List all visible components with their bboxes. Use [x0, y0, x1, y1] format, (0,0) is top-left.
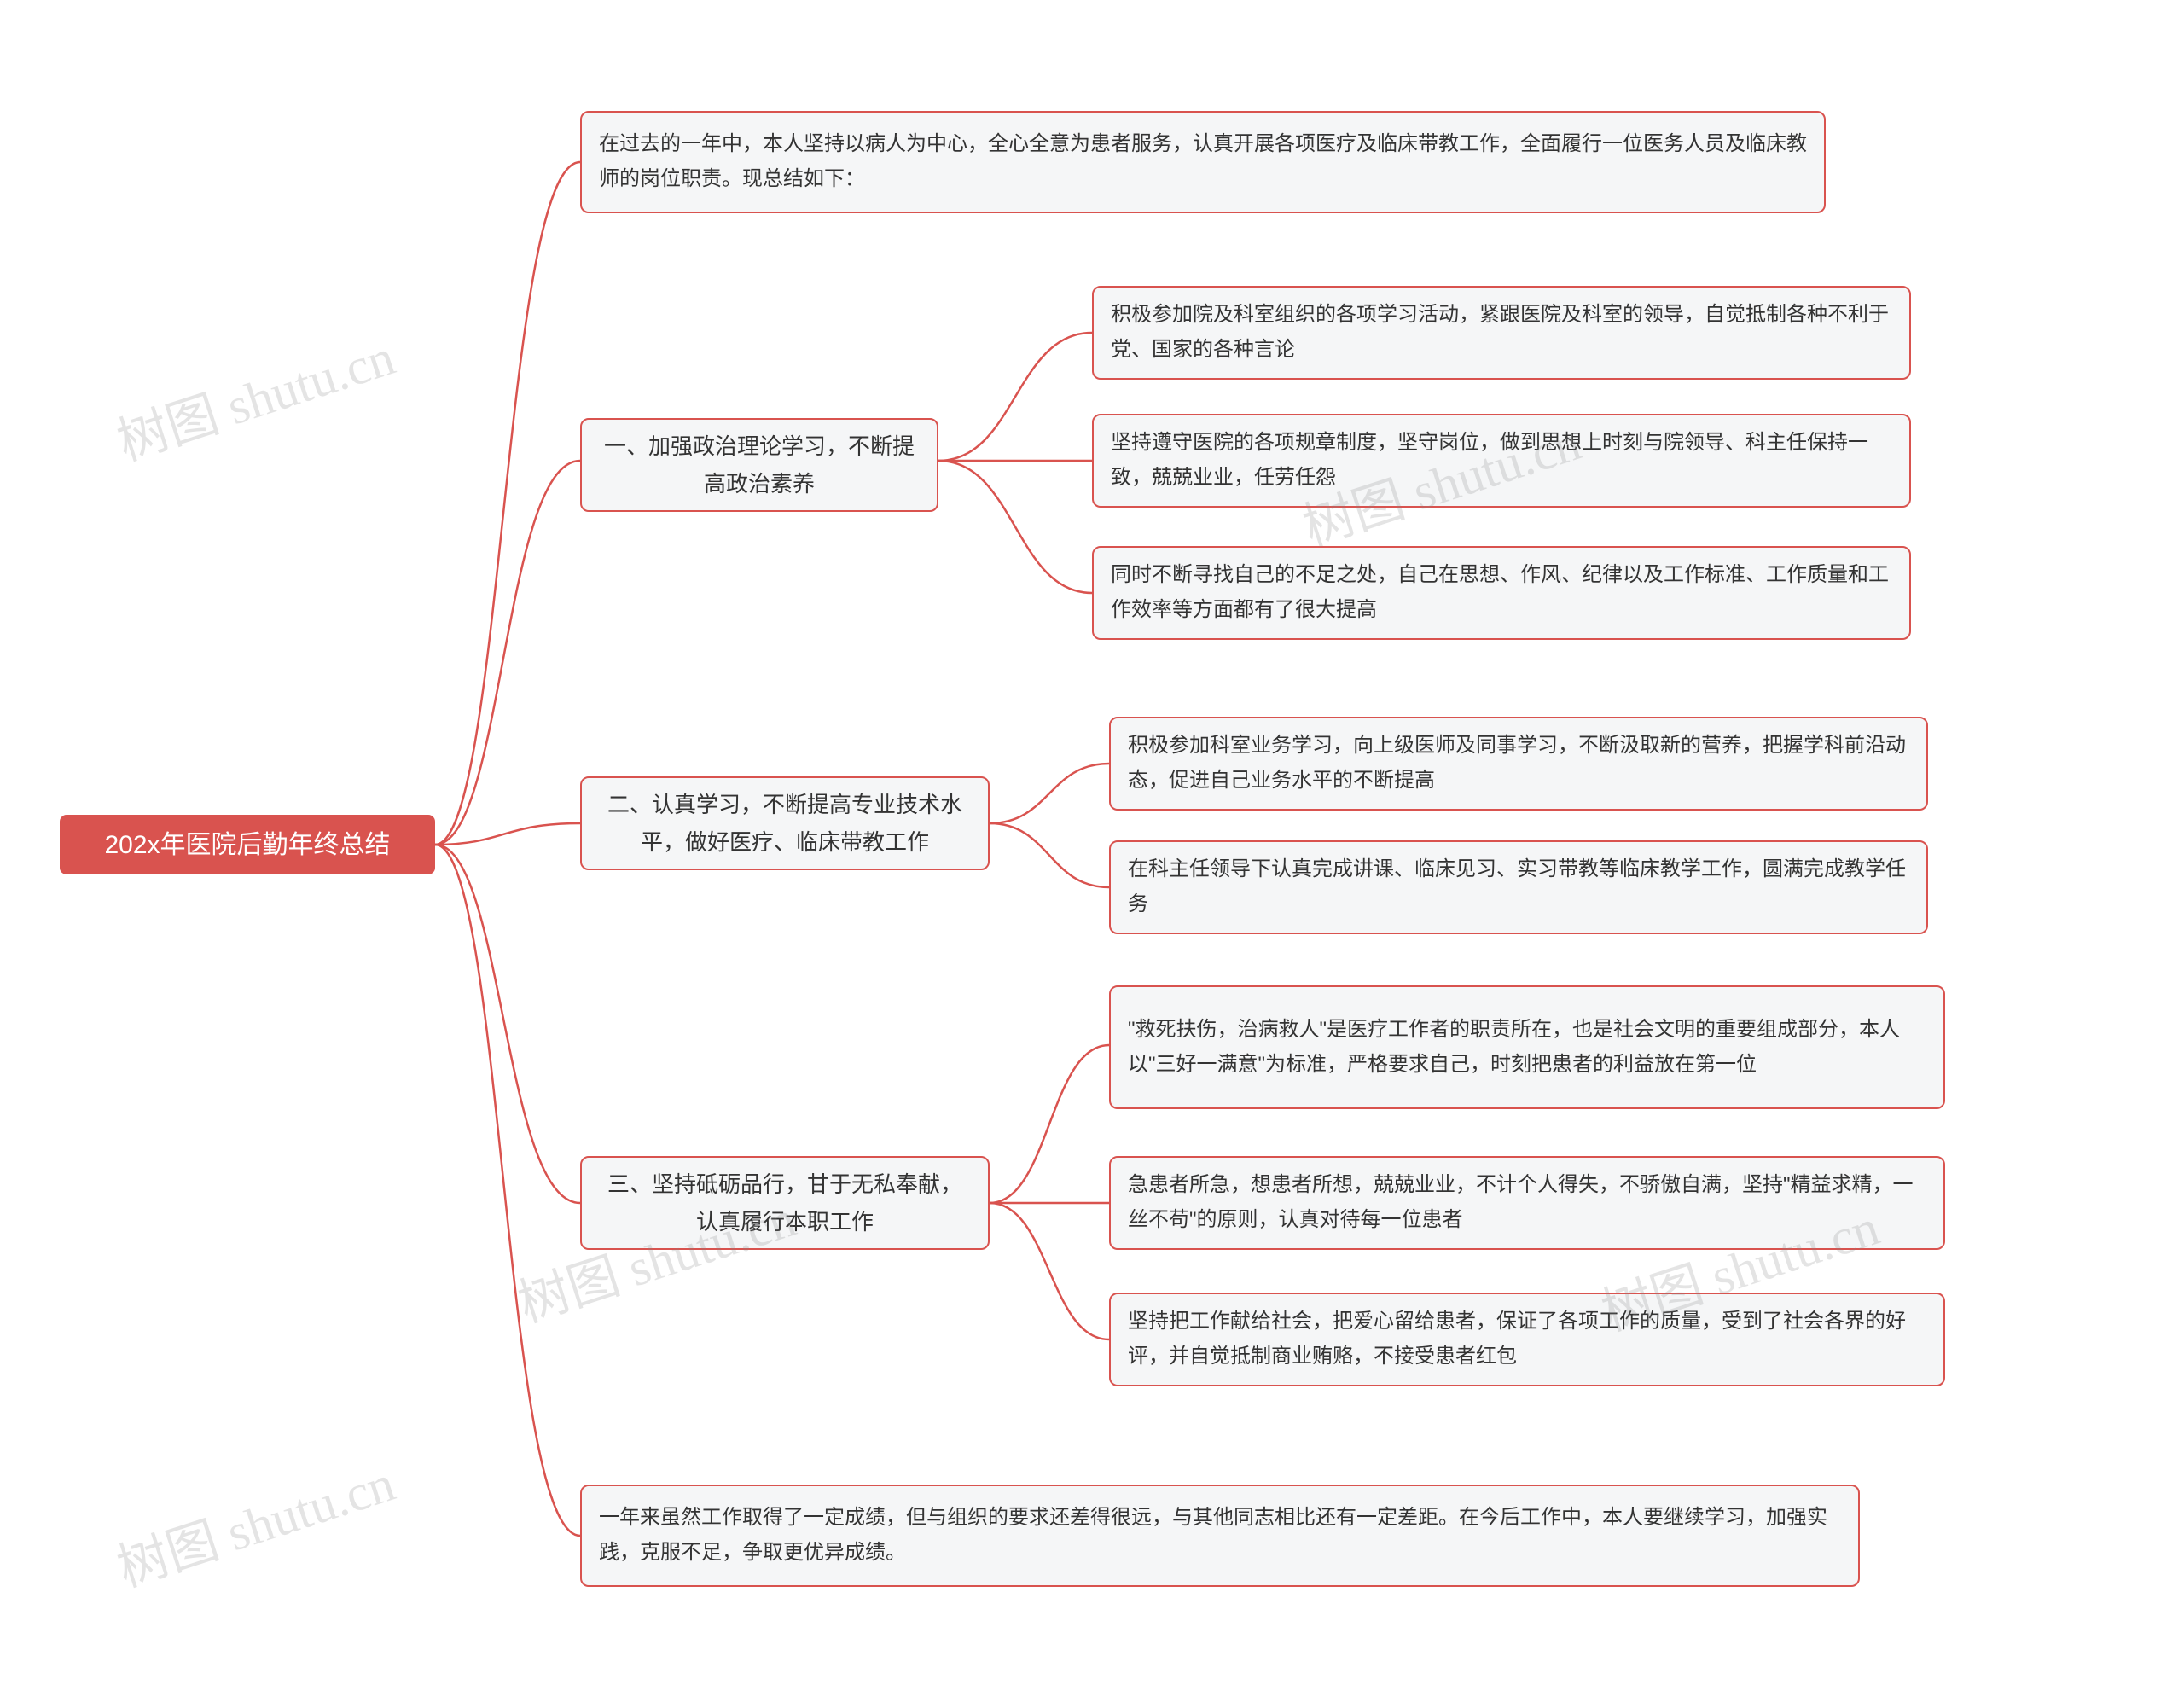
section-2-item-2: 在科主任领导下认真完成讲课、临床见习、实习带教等临床教学工作，圆满完成教学任务	[1109, 840, 1928, 934]
section-2-item-2-text: 在科主任领导下认真完成讲课、临床见习、实习带教等临床教学工作，圆满完成教学任务	[1128, 852, 1909, 922]
watermark-5: 树图 shutu.cn	[107, 1442, 403, 1601]
section-3-item-1-text: "救死扶伤，治病救人"是医疗工作者的职责所在，也是社会文明的重要组成部分，本人以…	[1128, 1013, 1926, 1083]
section-1-item-2-text: 坚持遵守医院的各项规章制度，坚守岗位，做到思想上时刻与院领导、科主任保持一致，兢…	[1111, 426, 1892, 496]
section-2-item-1-text: 积极参加科室业务学习，向上级医师及同事学习，不断汲取新的营养，把握学科前沿动态，…	[1128, 729, 1909, 799]
section-1-item-1-text: 积极参加院及科室组织的各项学习活动，紧跟医院及科室的领导，自觉抵制各种不利于党、…	[1111, 298, 1892, 368]
section-3-item-3: 坚持把工作献给社会，把爱心留给患者，保证了各项工作的质量，受到了社会各界的好评，…	[1109, 1293, 1945, 1386]
section-3-node: 三、坚持砥砺品行，甘于无私奉献，认真履行本职工作	[580, 1156, 990, 1250]
section-1-item-3-text: 同时不断寻找自己的不足之处，自己在思想、作风、纪律以及工作标准、工作质量和工作效…	[1111, 558, 1892, 628]
section-3-item-2: 急患者所急，想患者所想，兢兢业业，不计个人得失，不骄傲自满，坚持"精益求精，一丝…	[1109, 1156, 1945, 1250]
outro-text: 一年来虽然工作取得了一定成绩，但与组织的要求还差得很远，与其他同志相比还有一定差…	[599, 1501, 1841, 1571]
section-2-item-1: 积极参加科室业务学习，向上级医师及同事学习，不断汲取新的营养，把握学科前沿动态，…	[1109, 717, 1928, 811]
section-3-item-3-text: 坚持把工作献给社会，把爱心留给患者，保证了各项工作的质量，受到了社会各界的好评，…	[1128, 1304, 1926, 1374]
section-2-title: 二、认真学习，不断提高专业技术水平，做好医疗、临床带教工作	[599, 786, 971, 861]
intro-node: 在过去的一年中，本人坚持以病人为中心，全心全意为患者服务，认真开展各项医疗及临床…	[580, 111, 1826, 213]
root-node: 202x年医院后勤年终总结	[60, 815, 435, 874]
section-1-item-3: 同时不断寻找自己的不足之处，自己在思想、作风、纪律以及工作标准、工作质量和工作效…	[1092, 546, 1911, 640]
section-3-item-2-text: 急患者所急，想患者所想，兢兢业业，不计个人得失，不骄傲自满，坚持"精益求精，一丝…	[1128, 1168, 1926, 1238]
section-1-item-2: 坚持遵守医院的各项规章制度，坚守岗位，做到思想上时刻与院领导、科主任保持一致，兢…	[1092, 414, 1911, 508]
root-label: 202x年医院后勤年终总结	[104, 823, 390, 867]
watermark-1: 树图 shutu.cn	[107, 316, 403, 475]
section-3-title: 三、坚持砥砺品行，甘于无私奉献，认真履行本职工作	[599, 1165, 971, 1241]
section-1-node: 一、加强政治理论学习，不断提高政治素养	[580, 418, 938, 512]
intro-text: 在过去的一年中，本人坚持以病人为中心，全心全意为患者服务，认真开展各项医疗及临床…	[599, 127, 1807, 197]
section-3-item-1: "救死扶伤，治病救人"是医疗工作者的职责所在，也是社会文明的重要组成部分，本人以…	[1109, 985, 1945, 1109]
outro-node: 一年来虽然工作取得了一定成绩，但与组织的要求还差得很远，与其他同志相比还有一定差…	[580, 1485, 1860, 1587]
section-1-title: 一、加强政治理论学习，不断提高政治素养	[599, 427, 920, 503]
section-2-node: 二、认真学习，不断提高专业技术水平，做好医疗、临床带教工作	[580, 776, 990, 870]
section-1-item-1: 积极参加院及科室组织的各项学习活动，紧跟医院及科室的领导，自觉抵制各种不利于党、…	[1092, 286, 1911, 380]
